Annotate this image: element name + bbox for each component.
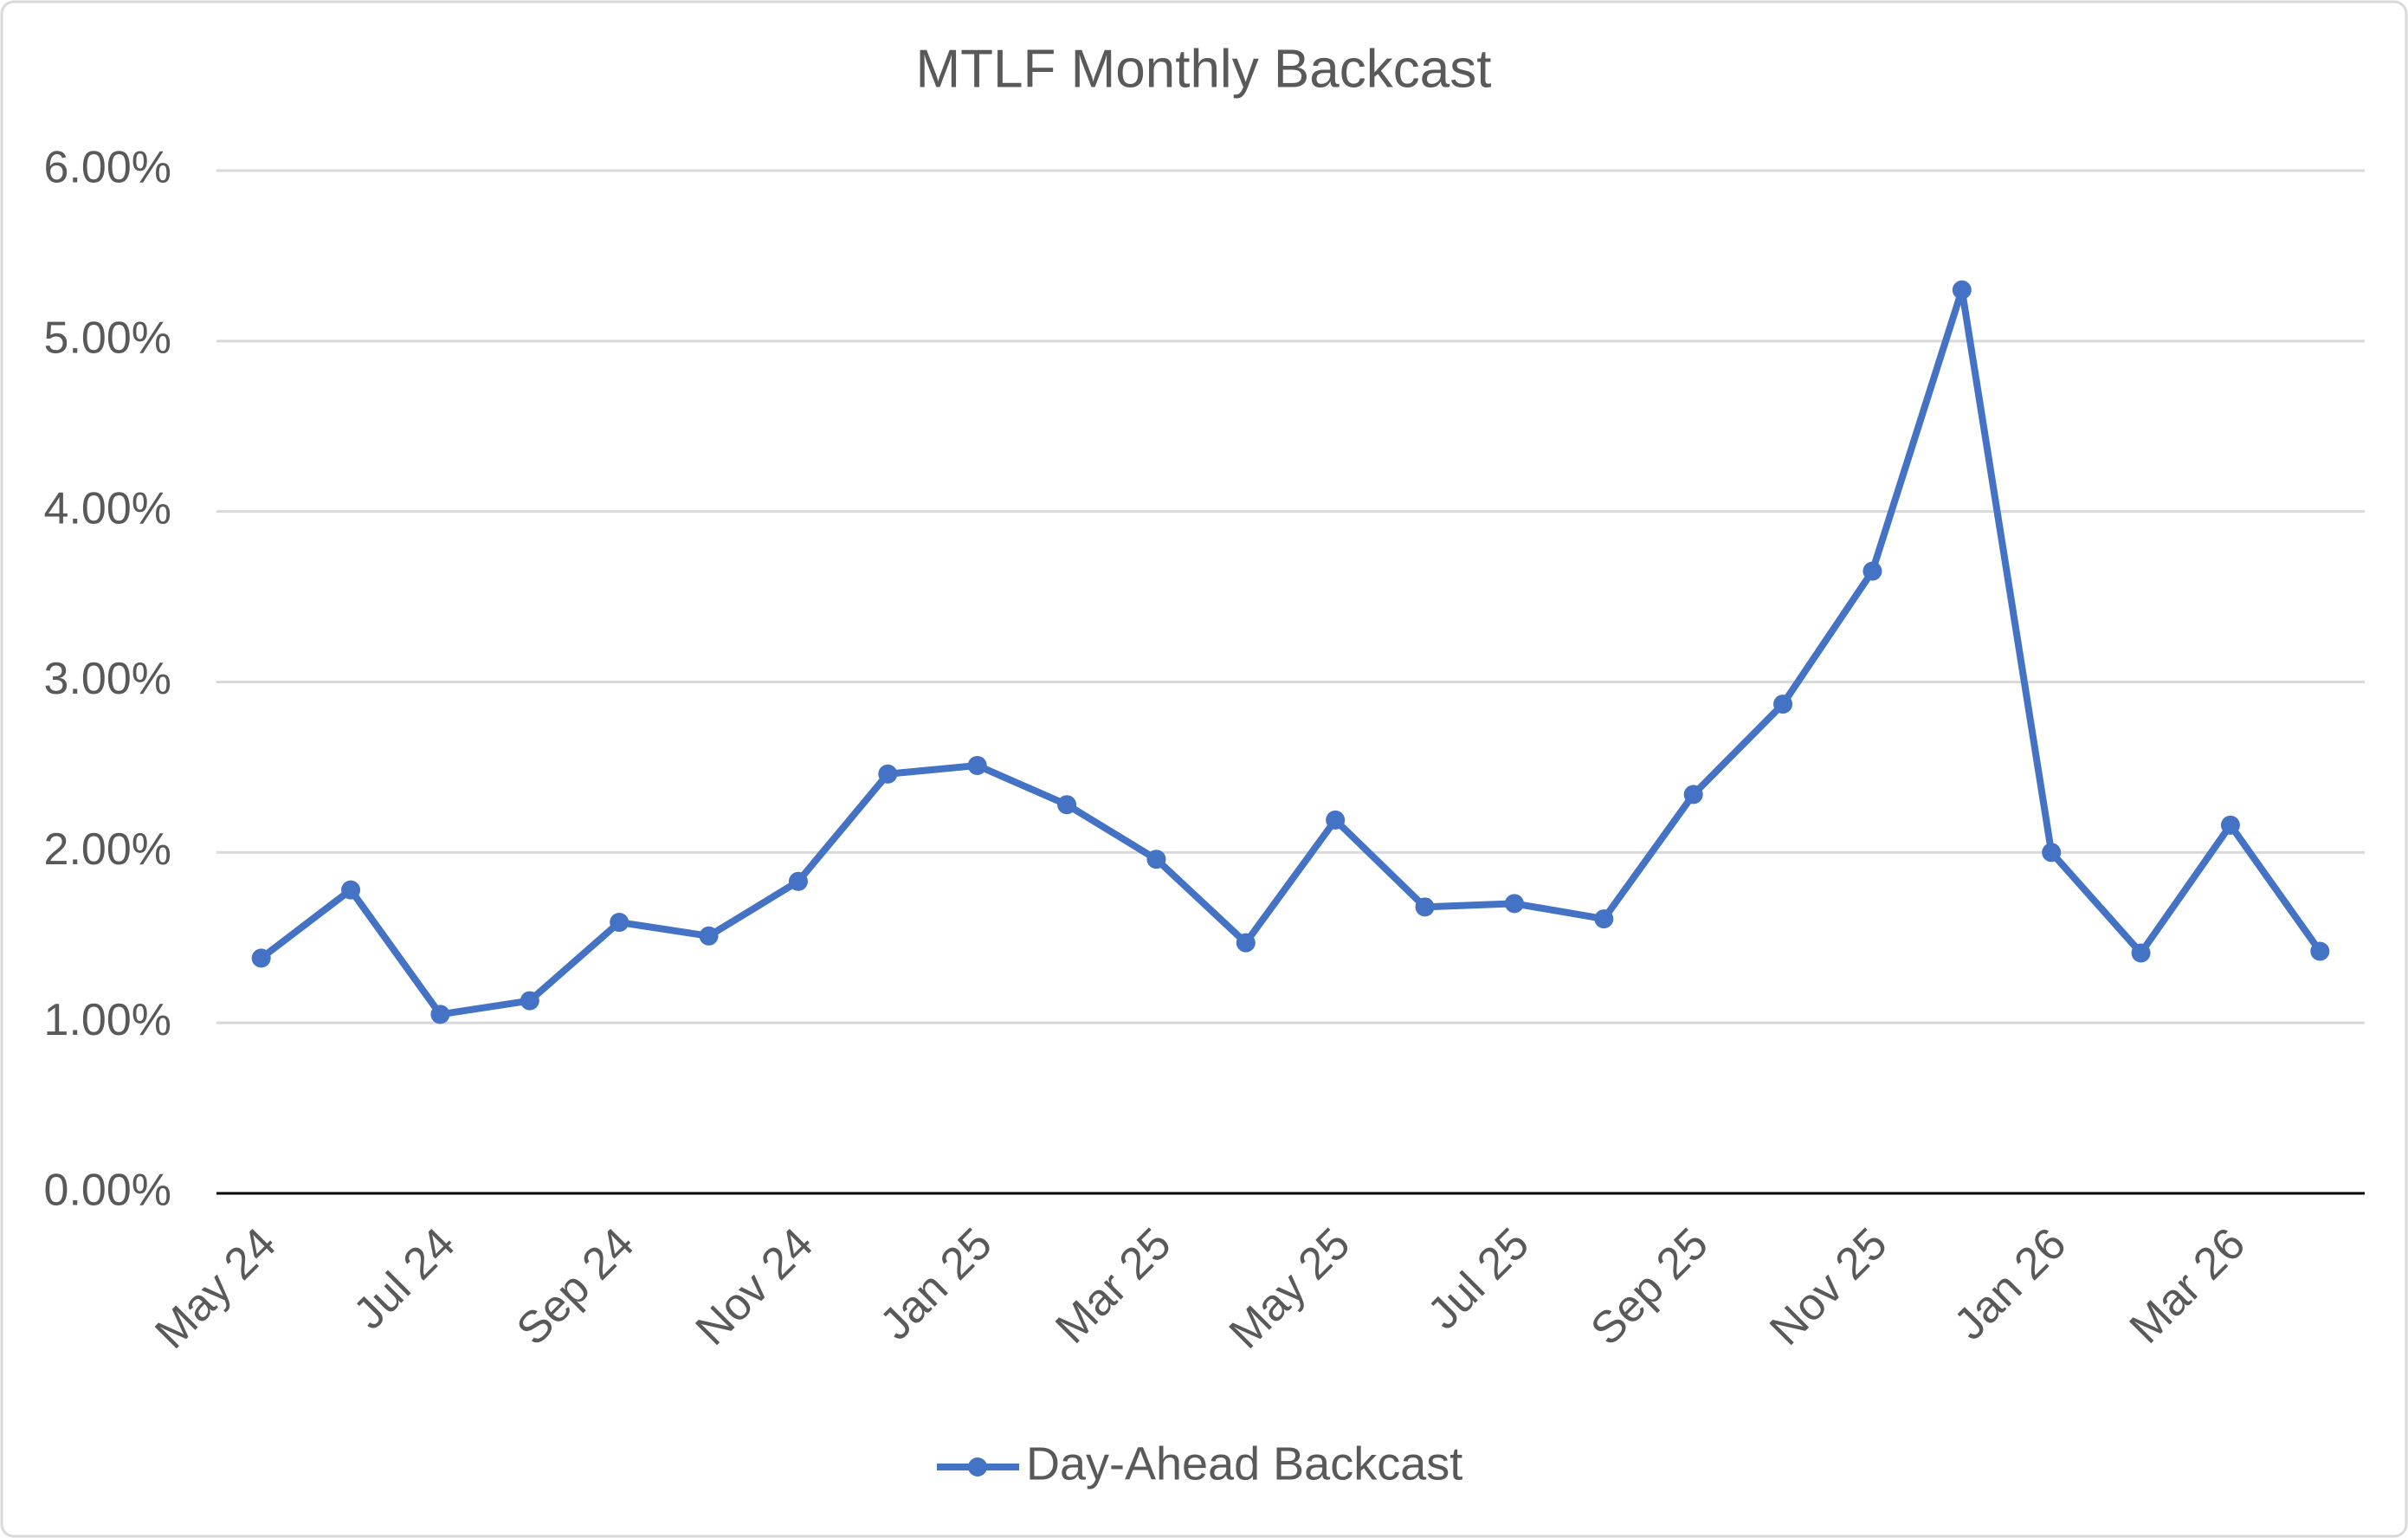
data-point bbox=[699, 926, 719, 946]
y-tick-label: 6.00% bbox=[44, 143, 171, 193]
data-point bbox=[2131, 943, 2151, 963]
y-tick-label: 3.00% bbox=[44, 654, 171, 704]
data-point bbox=[788, 871, 808, 891]
data-point bbox=[610, 913, 629, 933]
legend-marker bbox=[968, 1457, 987, 1477]
data-point bbox=[967, 755, 987, 775]
data-point bbox=[2042, 843, 2062, 863]
data-point bbox=[1773, 695, 1793, 714]
data-point bbox=[1952, 280, 1972, 300]
data-line bbox=[259, 286, 2323, 1018]
data-point bbox=[251, 948, 271, 968]
data-point bbox=[2220, 815, 2240, 835]
data-point bbox=[430, 1005, 450, 1024]
chart-title: MTLF Monthly Backcast bbox=[916, 39, 1492, 99]
legend-label: Day-Ahead Backcast bbox=[1026, 1438, 1462, 1490]
data-point bbox=[1057, 795, 1077, 815]
data-point bbox=[1862, 561, 1882, 581]
y-tick-label: 5.00% bbox=[44, 313, 171, 364]
data-point bbox=[1415, 897, 1435, 917]
y-tick-label: 2.00% bbox=[44, 824, 171, 875]
data-point bbox=[2310, 941, 2330, 961]
data-point bbox=[1504, 894, 1524, 914]
data-point bbox=[1326, 810, 1346, 830]
data-point bbox=[878, 764, 898, 784]
data-point bbox=[1146, 850, 1166, 869]
y-tick-label: 4.00% bbox=[44, 483, 171, 533]
data-point bbox=[1683, 785, 1703, 805]
data-point bbox=[1236, 933, 1256, 953]
data-point bbox=[1594, 909, 1614, 929]
y-tick-label: 1.00% bbox=[44, 995, 171, 1045]
data-point bbox=[520, 991, 539, 1011]
data-point bbox=[341, 880, 361, 900]
y-tick-label: 0.00% bbox=[44, 1166, 171, 1216]
